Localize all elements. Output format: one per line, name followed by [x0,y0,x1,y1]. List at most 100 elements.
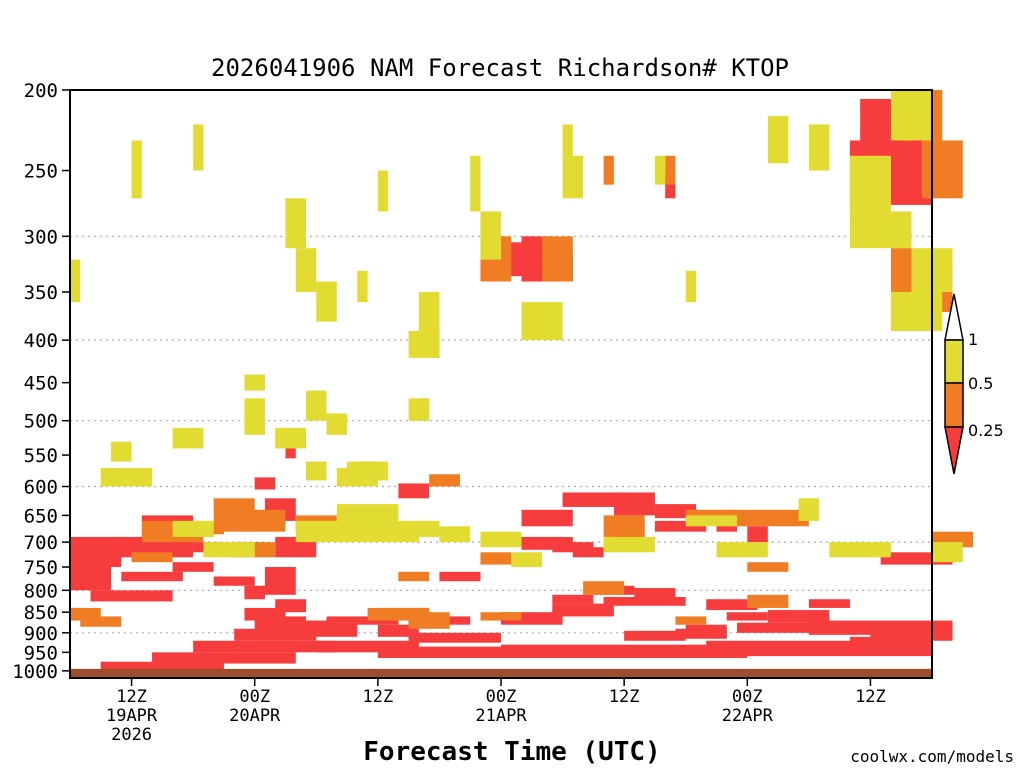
legend-label-1: 1 [968,330,978,349]
ri-cell [501,644,707,658]
ri-cell [890,291,943,332]
y-tick-label: 350 [24,282,58,304]
ri-cell [244,585,265,600]
ri-cell [634,588,676,598]
ri-cell [562,492,625,507]
ri-cell [603,155,614,185]
ri-cell [439,571,481,582]
x-tick-label: 19APR [106,706,158,726]
ri-cell [562,124,573,156]
ri-cell [172,427,204,449]
ri-cell [747,594,789,608]
ri-cell [285,198,307,249]
ri-cell [121,571,183,582]
ri-cell [347,461,389,481]
ri-cell [408,612,450,629]
y-tick-label: 400 [24,330,58,352]
ri-cell [726,509,809,527]
ri-cell [572,547,604,558]
ri-cell [603,536,655,553]
ri-cell [213,576,255,586]
legend-high-swatch [944,339,964,384]
ri-cell [285,441,296,459]
ri-cell [603,515,645,537]
ri-cell [429,474,460,487]
ri-cell [603,597,686,606]
ri-cell [275,427,307,449]
x-tick-label: 21APR [475,706,527,726]
x-tick-label: 20APR [229,706,281,726]
data-cells [70,90,974,670]
ri-cell [172,520,214,537]
ri-cell [552,603,614,617]
ri-cell [480,552,512,565]
ri-cell [254,542,276,558]
x-tick-label: 22APR [722,706,774,726]
legend-low-arrow [944,426,964,475]
ri-cell [726,612,768,621]
ri-cell [511,552,543,568]
ri-cell [480,531,522,548]
ri-cell [408,632,501,643]
x-axis-label: Forecast Time (UTC) [363,737,660,767]
legend-mid-swatch [944,382,964,428]
ri-cell [890,90,932,141]
ri-cell [480,612,522,621]
y-tick-label: 600 [24,476,58,498]
ri-cell [870,628,932,641]
ri-cell [131,552,173,563]
ri-cell [295,248,317,292]
x-tick-label: 00Z [486,687,517,707]
y-tick-label: 700 [24,532,58,554]
ri-cell [675,628,727,639]
ri-cell [316,281,337,322]
ri-cell [747,562,789,572]
ri-cell [890,248,912,292]
ri-cell [552,594,594,604]
ri-cell [747,526,768,543]
y-tick-label: 900 [24,623,58,645]
ri-cell [849,155,891,212]
ri-cell [408,331,440,358]
y-tick-label: 450 [24,373,58,395]
ri-cell [654,520,707,532]
credit-text: coolwx.com/models [850,747,1014,766]
ri-cell [624,630,686,641]
ri-cell [767,610,830,623]
x-tick-label: 12Z [855,687,886,707]
ri-cell [562,155,584,199]
y-tick-label: 950 [24,642,58,664]
ri-cell [254,477,276,490]
x-tick-label: 12Z [362,687,393,707]
ri-cell [408,398,430,421]
ri-cell [398,571,430,582]
ri-cell [829,542,891,558]
ri-cell [111,441,132,462]
ri-cell [665,155,676,185]
ri-cell [193,124,204,171]
ri-cell [798,498,820,521]
ri-cell [921,140,963,199]
ri-cell [131,140,142,199]
ri-cell [264,567,296,595]
ri-cell [542,236,573,282]
ri-cell [254,616,307,633]
y-tick-label: 250 [24,161,58,183]
ri-cell [70,567,112,591]
ri-cell [480,211,501,260]
ri-cell [932,542,963,563]
ri-cell [244,398,265,435]
ri-cell [295,520,419,543]
ri-cell [849,636,932,653]
plot-area [69,89,974,679]
ri-cell [306,461,327,481]
ri-cell [932,620,953,641]
ri-cell [418,520,440,537]
ri-cell [685,509,738,521]
ri-cell [685,515,738,527]
ri-cell [336,504,399,527]
legend-label-0.25: 0.25 [968,421,1004,440]
y-tick-label: 500 [24,411,58,433]
y-tick-label: 650 [24,505,58,527]
